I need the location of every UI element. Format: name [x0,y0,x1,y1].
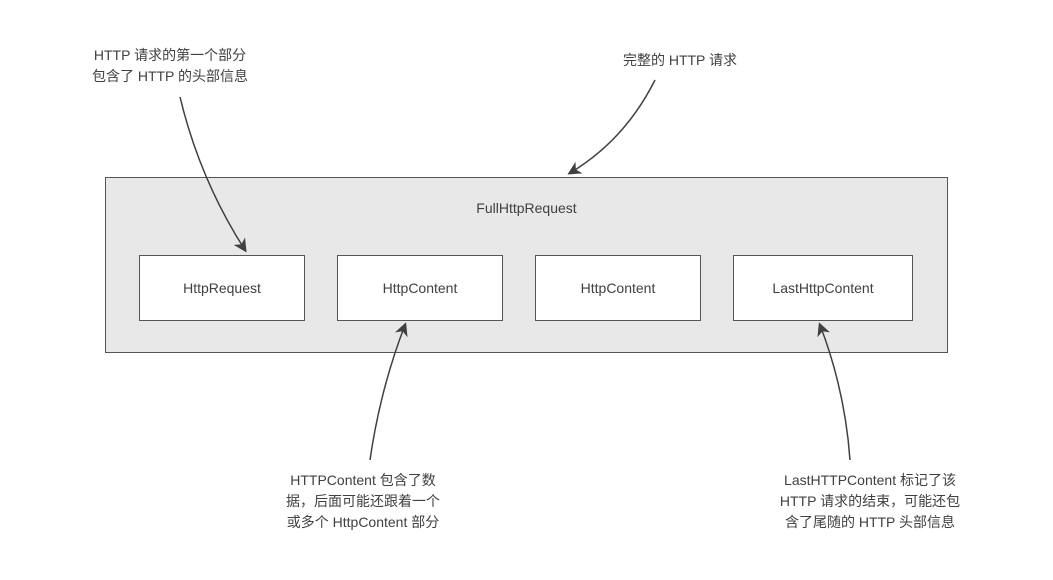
box-label: HttpContent [581,280,656,296]
arrow-to-container [570,80,655,173]
http-content-box-2: HttpContent [535,255,701,321]
box-label: LastHttpContent [772,280,873,296]
text-line: HTTP 请求的第一个部分 [94,47,246,63]
text-line: 完整的 HTTP 请求 [623,52,737,68]
text-line: HTTPContent 包含了数 [290,472,435,488]
annotation-full-http-request: 完整的 HTTP 请求 [580,50,780,71]
text-line: 含了尾随的 HTTP 头部信息 [785,514,955,530]
text-line: 或多个 HttpContent 部分 [287,514,440,530]
container-title: FullHttpRequest [106,200,947,216]
annotation-last-http-content: LastHTTPContent 标记了该 HTTP 请求的结束，可能还包 含了尾… [745,470,995,533]
box-label: HttpRequest [183,280,261,296]
http-content-box-1: HttpContent [337,255,503,321]
text-line: 包含了 HTTP 的头部信息 [92,68,248,84]
text-line: 据，后面可能还跟着一个 [286,493,440,509]
annotation-http-content: HTTPContent 包含了数 据，后面可能还跟着一个 或多个 HttpCon… [248,470,478,533]
http-request-box: HttpRequest [139,255,305,321]
box-label: HttpContent [383,280,458,296]
text-line: LastHTTPContent 标记了该 [784,472,956,488]
text-line: HTTP 请求的结束，可能还包 [780,493,960,509]
last-http-content-box: LastHttpContent [733,255,913,321]
annotation-http-request-header: HTTP 请求的第一个部分 包含了 HTTP 的头部信息 [60,45,280,87]
